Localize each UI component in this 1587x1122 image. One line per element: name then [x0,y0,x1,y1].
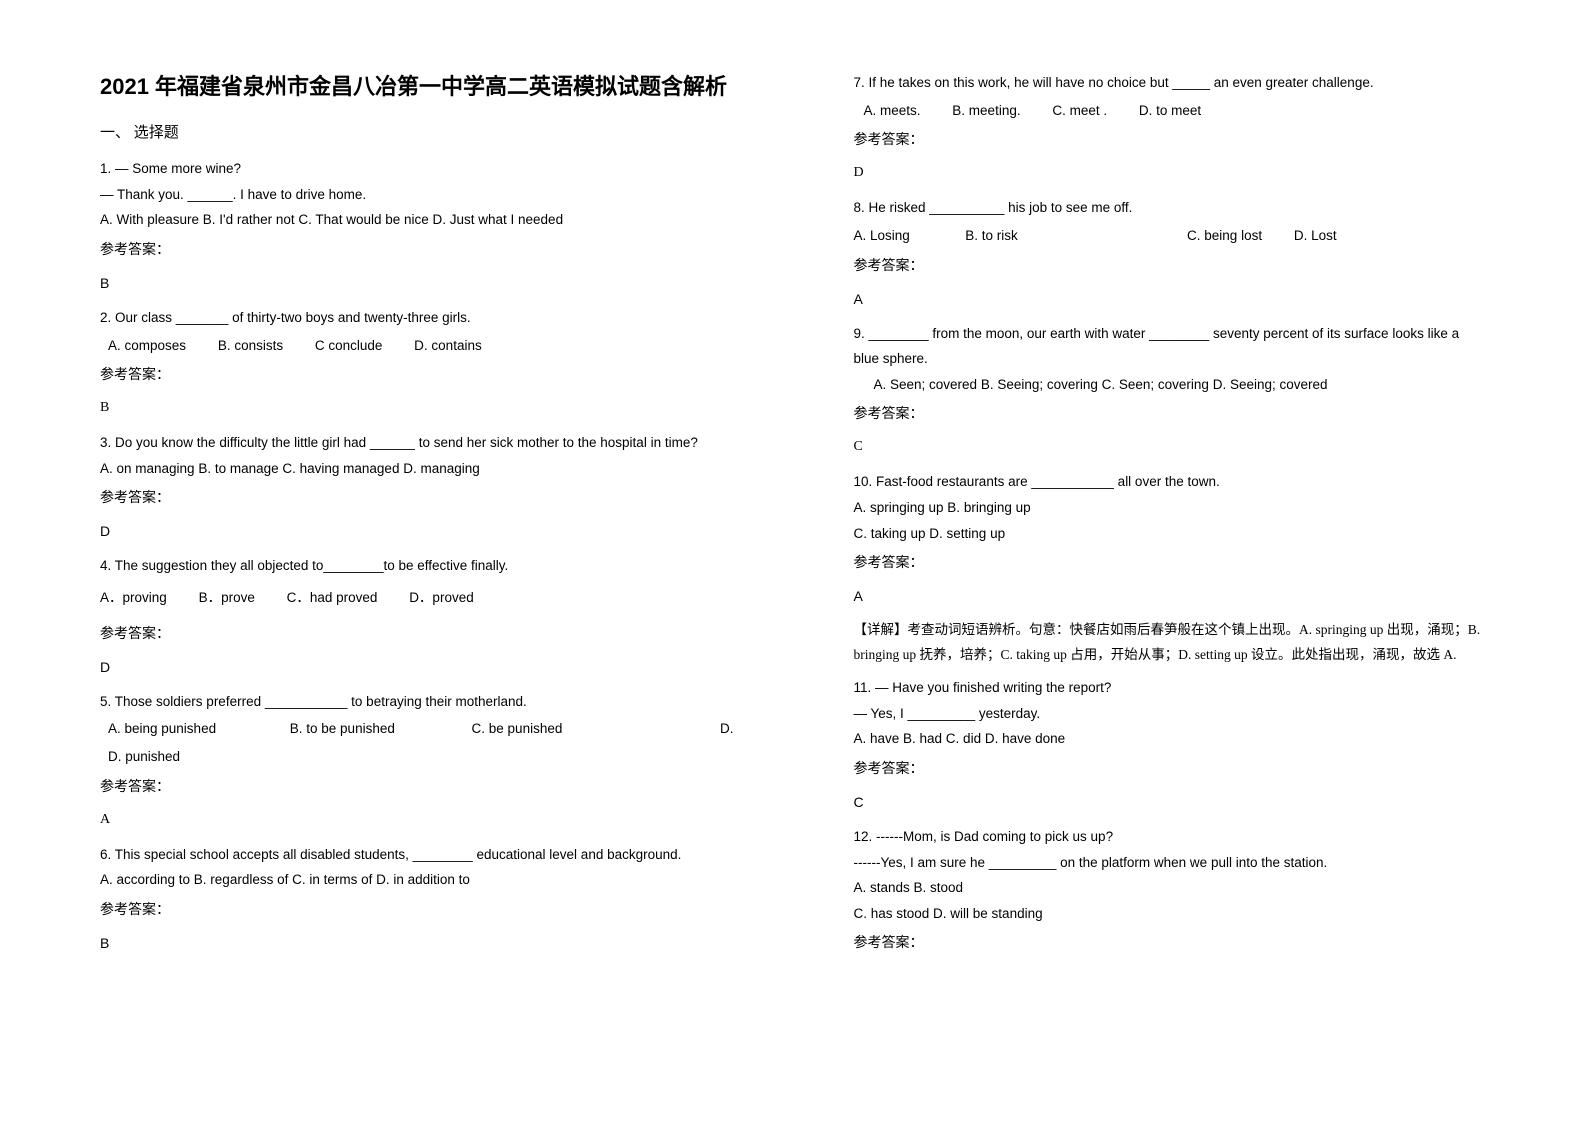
q11-answer: C [854,788,1488,816]
q10-optsB: C. taking up D. setting up [854,521,1488,547]
q3-line1: 3. Do you know the difficulty the little… [100,430,734,456]
page-root: 2021 年福建省泉州市金昌八冶第一中学高二英语模拟试题含解析 一、 选择题 1… [0,0,1587,1006]
q4-answer: D [100,653,734,681]
q9-answer: C [854,433,1488,461]
ref-label: 参考答案： [854,253,1488,281]
q4-optA: A．proving [100,585,167,611]
q7-optC: C. meet . [1052,98,1107,124]
question-3: 3. Do you know the difficulty the little… [100,430,734,545]
q2-optC: C conclude [315,333,383,359]
q2-optB: B. consists [218,333,283,359]
q1-answer: B [100,269,734,297]
q7-line1: 7. If he takes on this work, he will hav… [854,70,1488,96]
q3-answer: D [100,517,734,545]
q7-options: A. meets. B. meeting. C. meet . D. to me… [854,98,1488,124]
q5-optC: C. be punished [472,716,622,742]
q12-line1: 12. ------Mom, is Dad coming to pick us … [854,824,1488,850]
q4-optB: B．prove [199,585,255,611]
ref-label: 参考答案： [854,756,1488,784]
q7-optD: D. to meet [1139,98,1201,124]
q5-optA: A. being punished [108,716,258,742]
question-4: 4. The suggestion they all objected to__… [100,553,734,680]
q8-answer: A [854,285,1488,313]
q11-line1: 11. — Have you finished writing the repo… [854,675,1488,701]
q2-optA: A. composes [108,333,186,359]
q7-answer: D [854,159,1488,187]
ref-label: 参考答案： [100,774,734,802]
q5-optD: D. punished [108,744,734,770]
q6-line1: 6. This special school accepts all disab… [100,842,734,868]
q8-line1: 8. He risked __________ his job to see m… [854,195,1488,221]
question-9: 9. ________ from the moon, our earth wit… [854,321,1488,462]
q10-optsA: A. springing up B. bringing up [854,495,1488,521]
question-7: 7. If he takes on this work, he will hav… [854,70,1488,187]
q10-line1: 10. Fast-food restaurants are __________… [854,469,1488,495]
q1-options: A. With pleasure B. I'd rather not C. Th… [100,207,734,233]
q2-answer: B [100,394,734,422]
question-11: 11. — Have you finished writing the repo… [854,675,1488,816]
q12-optsA: A. stands B. stood [854,875,1488,901]
question-12: 12. ------Mom, is Dad coming to pick us … [854,824,1488,959]
q2-optD: D. contains [414,333,482,359]
q8-options: A. Losing B. to risk C. being lost D. Lo… [854,223,1488,249]
ref-label: 参考答案： [854,127,1488,155]
question-10: 10. Fast-food restaurants are __________… [854,469,1488,667]
q11-line2: — Yes, I _________ yesterday. [854,701,1488,727]
q4-line1: 4. The suggestion they all objected to__… [100,553,734,579]
q4-optC: C．had proved [287,585,378,611]
left-column: 2021 年福建省泉州市金昌八冶第一中学高二英语模拟试题含解析 一、 选择题 1… [0,70,794,966]
q6-answer: B [100,929,734,957]
q11-options: A. have B. had C. did D. have done [854,726,1488,752]
ref-label: 参考答案： [854,930,1488,958]
q2-options: A. composes B. consists C conclude D. co… [100,333,734,359]
section-header: 一、 选择题 [100,121,734,142]
q8-optD: D. Lost [1294,223,1337,249]
q12-line2: ------Yes, I am sure he _________ on the… [854,850,1488,876]
q9-line1: 9. ________ from the moon, our earth wit… [854,321,1488,372]
question-2: 2. Our class _______ of thirty-two boys … [100,305,734,422]
q5-optB: B. to be punished [290,716,440,742]
q7-optB: B. meeting. [952,98,1020,124]
q2-line1: 2. Our class _______ of thirty-two boys … [100,305,734,331]
q1-line2: — Thank you. ______. I have to drive hom… [100,182,734,208]
q5-optD-letter: D. [720,716,734,742]
q7-optA: A. meets. [864,98,921,124]
ref-label: 参考答案： [100,237,734,265]
question-1: 1. — Some more wine? — Thank you. ______… [100,156,734,297]
q10-answer: A [854,582,1488,610]
doc-title: 2021 年福建省泉州市金昌八冶第一中学高二英语模拟试题含解析 [100,70,734,103]
ref-label: 参考答案： [100,897,734,925]
ref-label: 参考答案： [854,401,1488,429]
q10-explain: 【详解】考查动词短语辨析。句意：快餐店如雨后春笋般在这个镇上出现。A. spri… [854,618,1488,667]
q5-options: A. being punished B. to be punished C. b… [100,716,734,742]
q4-optD: D．proved [409,585,474,611]
question-6: 6. This special school accepts all disab… [100,842,734,957]
q6-options: A. according to B. regardless of C. in t… [100,867,734,893]
q5-line1: 5. Those soldiers preferred ___________ … [100,689,734,715]
ref-label: 参考答案： [100,621,734,649]
question-5: 5. Those soldiers preferred ___________ … [100,689,734,834]
q12-optsB: C. has stood D. will be standing [854,901,1488,927]
ref-label: 参考答案： [100,485,734,513]
question-8: 8. He risked __________ his job to see m… [854,195,1488,312]
q8-optB: B. to risk [965,223,1155,249]
right-column: 7. If he takes on this work, he will hav… [794,70,1587,966]
ref-label: 参考答案： [100,362,734,390]
ref-label: 参考答案： [854,550,1488,578]
q9-options: A. Seen; covered B. Seeing; covering C. … [874,372,1488,398]
q8-optC: C. being lost [1187,223,1262,249]
q3-options: A. on managing B. to manage C. having ma… [100,456,734,482]
q1-line1: 1. — Some more wine? [100,156,734,182]
q5-answer: A [100,806,734,834]
q4-options: A．proving B．prove C．had proved D．proved [100,585,734,611]
q8-optA: A. Losing [854,223,934,249]
